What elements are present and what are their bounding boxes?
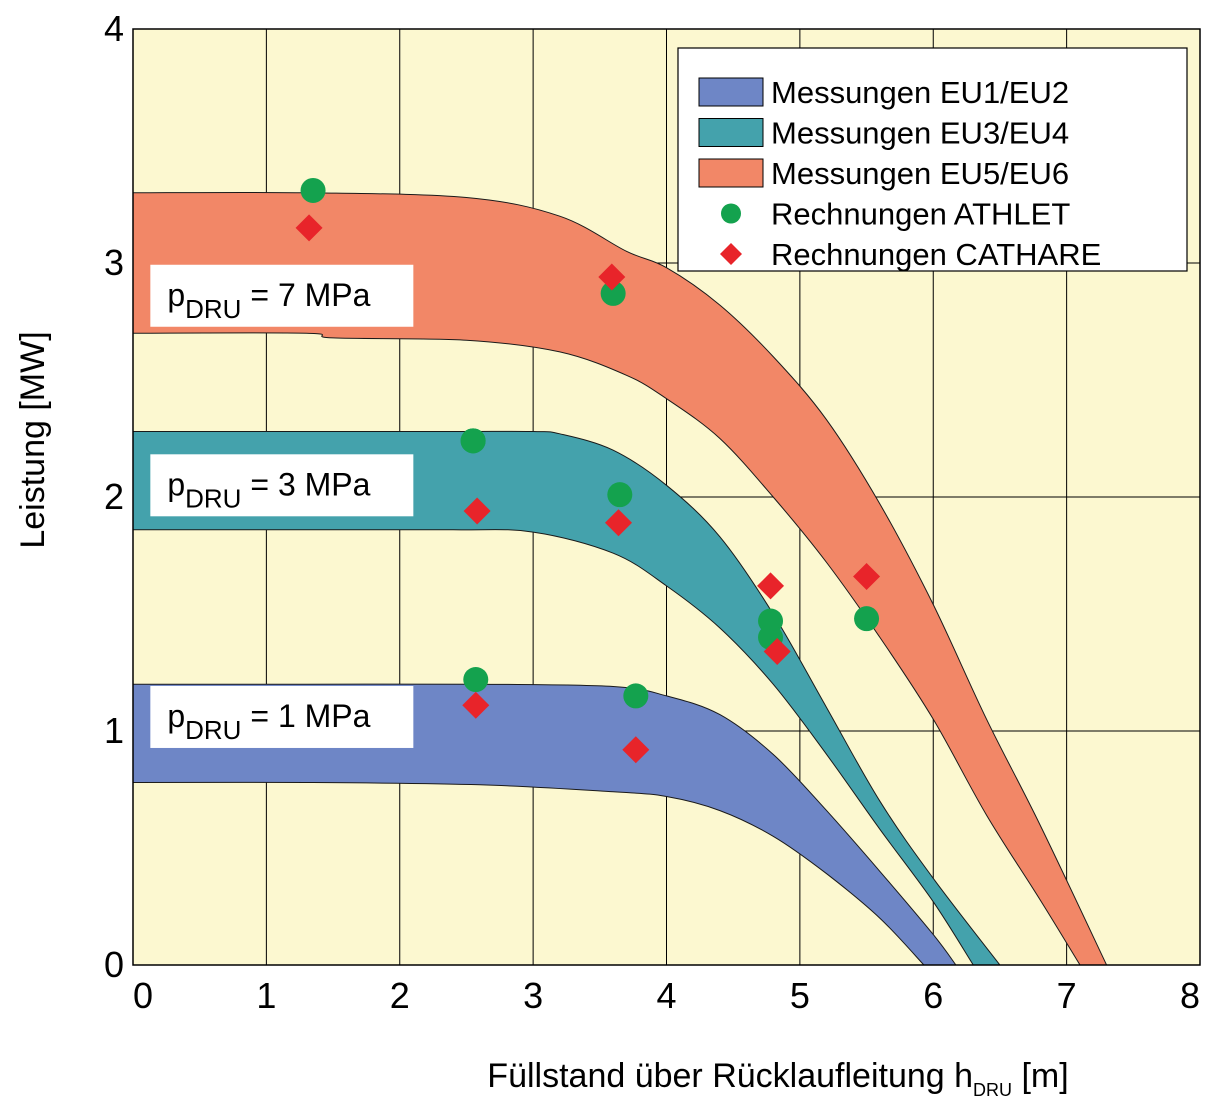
x-tick-label: 8	[1180, 975, 1200, 1016]
calculation-markers	[295, 177, 881, 764]
cathare-point	[622, 736, 650, 764]
annotation-value: = 7 MPa	[241, 277, 370, 313]
annotation-text: pDRU = 1 MPa	[167, 698, 370, 745]
x-axis-label: Füllstand über Rücklaufleitung hDRU [m]	[487, 1057, 1068, 1100]
annotation-box	[150, 685, 414, 748]
x-tick-label: 2	[390, 975, 410, 1016]
legend-label: Messungen EU3/EU4	[771, 116, 1069, 151]
x-tick-label: 4	[656, 975, 676, 1016]
annotation-box	[150, 264, 414, 327]
x-axis-label-subscript: DRU	[973, 1080, 1012, 1100]
athlet-point	[600, 280, 626, 306]
band-1	[132, 683, 957, 966]
athlet-point	[607, 482, 633, 508]
x-tick-label: 7	[1057, 975, 1077, 1016]
legend-marker-circle	[721, 203, 741, 224]
cathare-point	[462, 691, 490, 719]
legend: Messungen EU1/EU2 Messungen EU3/EU4 Messun…	[677, 47, 1188, 272]
legend-swatch	[698, 158, 764, 188]
x-axis-label-main: Füllstand über Rücklaufleitung h	[487, 1057, 973, 1095]
annotation-box	[150, 454, 414, 517]
y-tick-label: 2	[104, 476, 124, 517]
x-tick-label: 3	[523, 975, 543, 1016]
annotation-p: p	[167, 698, 185, 734]
cathare-point	[853, 563, 881, 591]
annotation-value: = 3 MPa	[241, 466, 370, 502]
x-tick-label: 5	[790, 975, 810, 1016]
legend-label: Rechnungen ATHLET	[771, 197, 1070, 232]
legend-label: Messungen EU5/EU6	[771, 156, 1069, 191]
legend-swatch	[698, 77, 764, 107]
legend-label: Messungen EU1/EU2	[771, 75, 1069, 110]
cathare-point	[598, 263, 626, 291]
annotation-sub: DRU	[185, 715, 241, 745]
y-tick-label: 0	[104, 944, 124, 985]
x-tick-label: 0	[133, 975, 153, 1016]
cathare-point	[295, 214, 323, 242]
x-axis-label-unit: [m]	[1012, 1057, 1069, 1095]
x-tick-label: 6	[923, 975, 943, 1016]
y-tick-label: 1	[104, 710, 124, 751]
legend-swatch	[698, 118, 764, 147]
annotation-value: = 1 MPa	[241, 698, 370, 734]
cathare-point	[463, 497, 491, 525]
cathare-point	[757, 572, 785, 600]
cathare-point	[604, 509, 632, 537]
annotation-sub: DRU	[185, 483, 241, 513]
cathare-point	[763, 637, 791, 665]
annotation-p: p	[167, 466, 185, 502]
plot-frame	[132, 28, 1201, 966]
athlet-point	[300, 177, 326, 203]
legend-marker-diamond	[720, 243, 742, 265]
y-axis-label: Leistung [MW]	[14, 331, 52, 548]
athlet-point	[623, 683, 649, 709]
annotation-text: pDRU = 3 MPa	[167, 466, 370, 513]
x-tick-label: 1	[256, 975, 276, 1016]
y-tick-label: 4	[104, 8, 124, 49]
annotation-text: pDRU = 7 MPa	[167, 277, 370, 324]
athlet-point	[463, 667, 489, 693]
annotation-sub: DRU	[185, 294, 241, 324]
legend-label: Rechnungen CATHARE	[771, 237, 1101, 272]
tick-labels: 0 1 2 3 4 5 6 7 8 0 1 2 3 4	[104, 8, 1200, 1016]
y-tick-label: 3	[104, 242, 124, 283]
annotation-p: p	[167, 277, 185, 313]
athlet-point	[460, 428, 486, 454]
athlet-point	[854, 606, 880, 632]
